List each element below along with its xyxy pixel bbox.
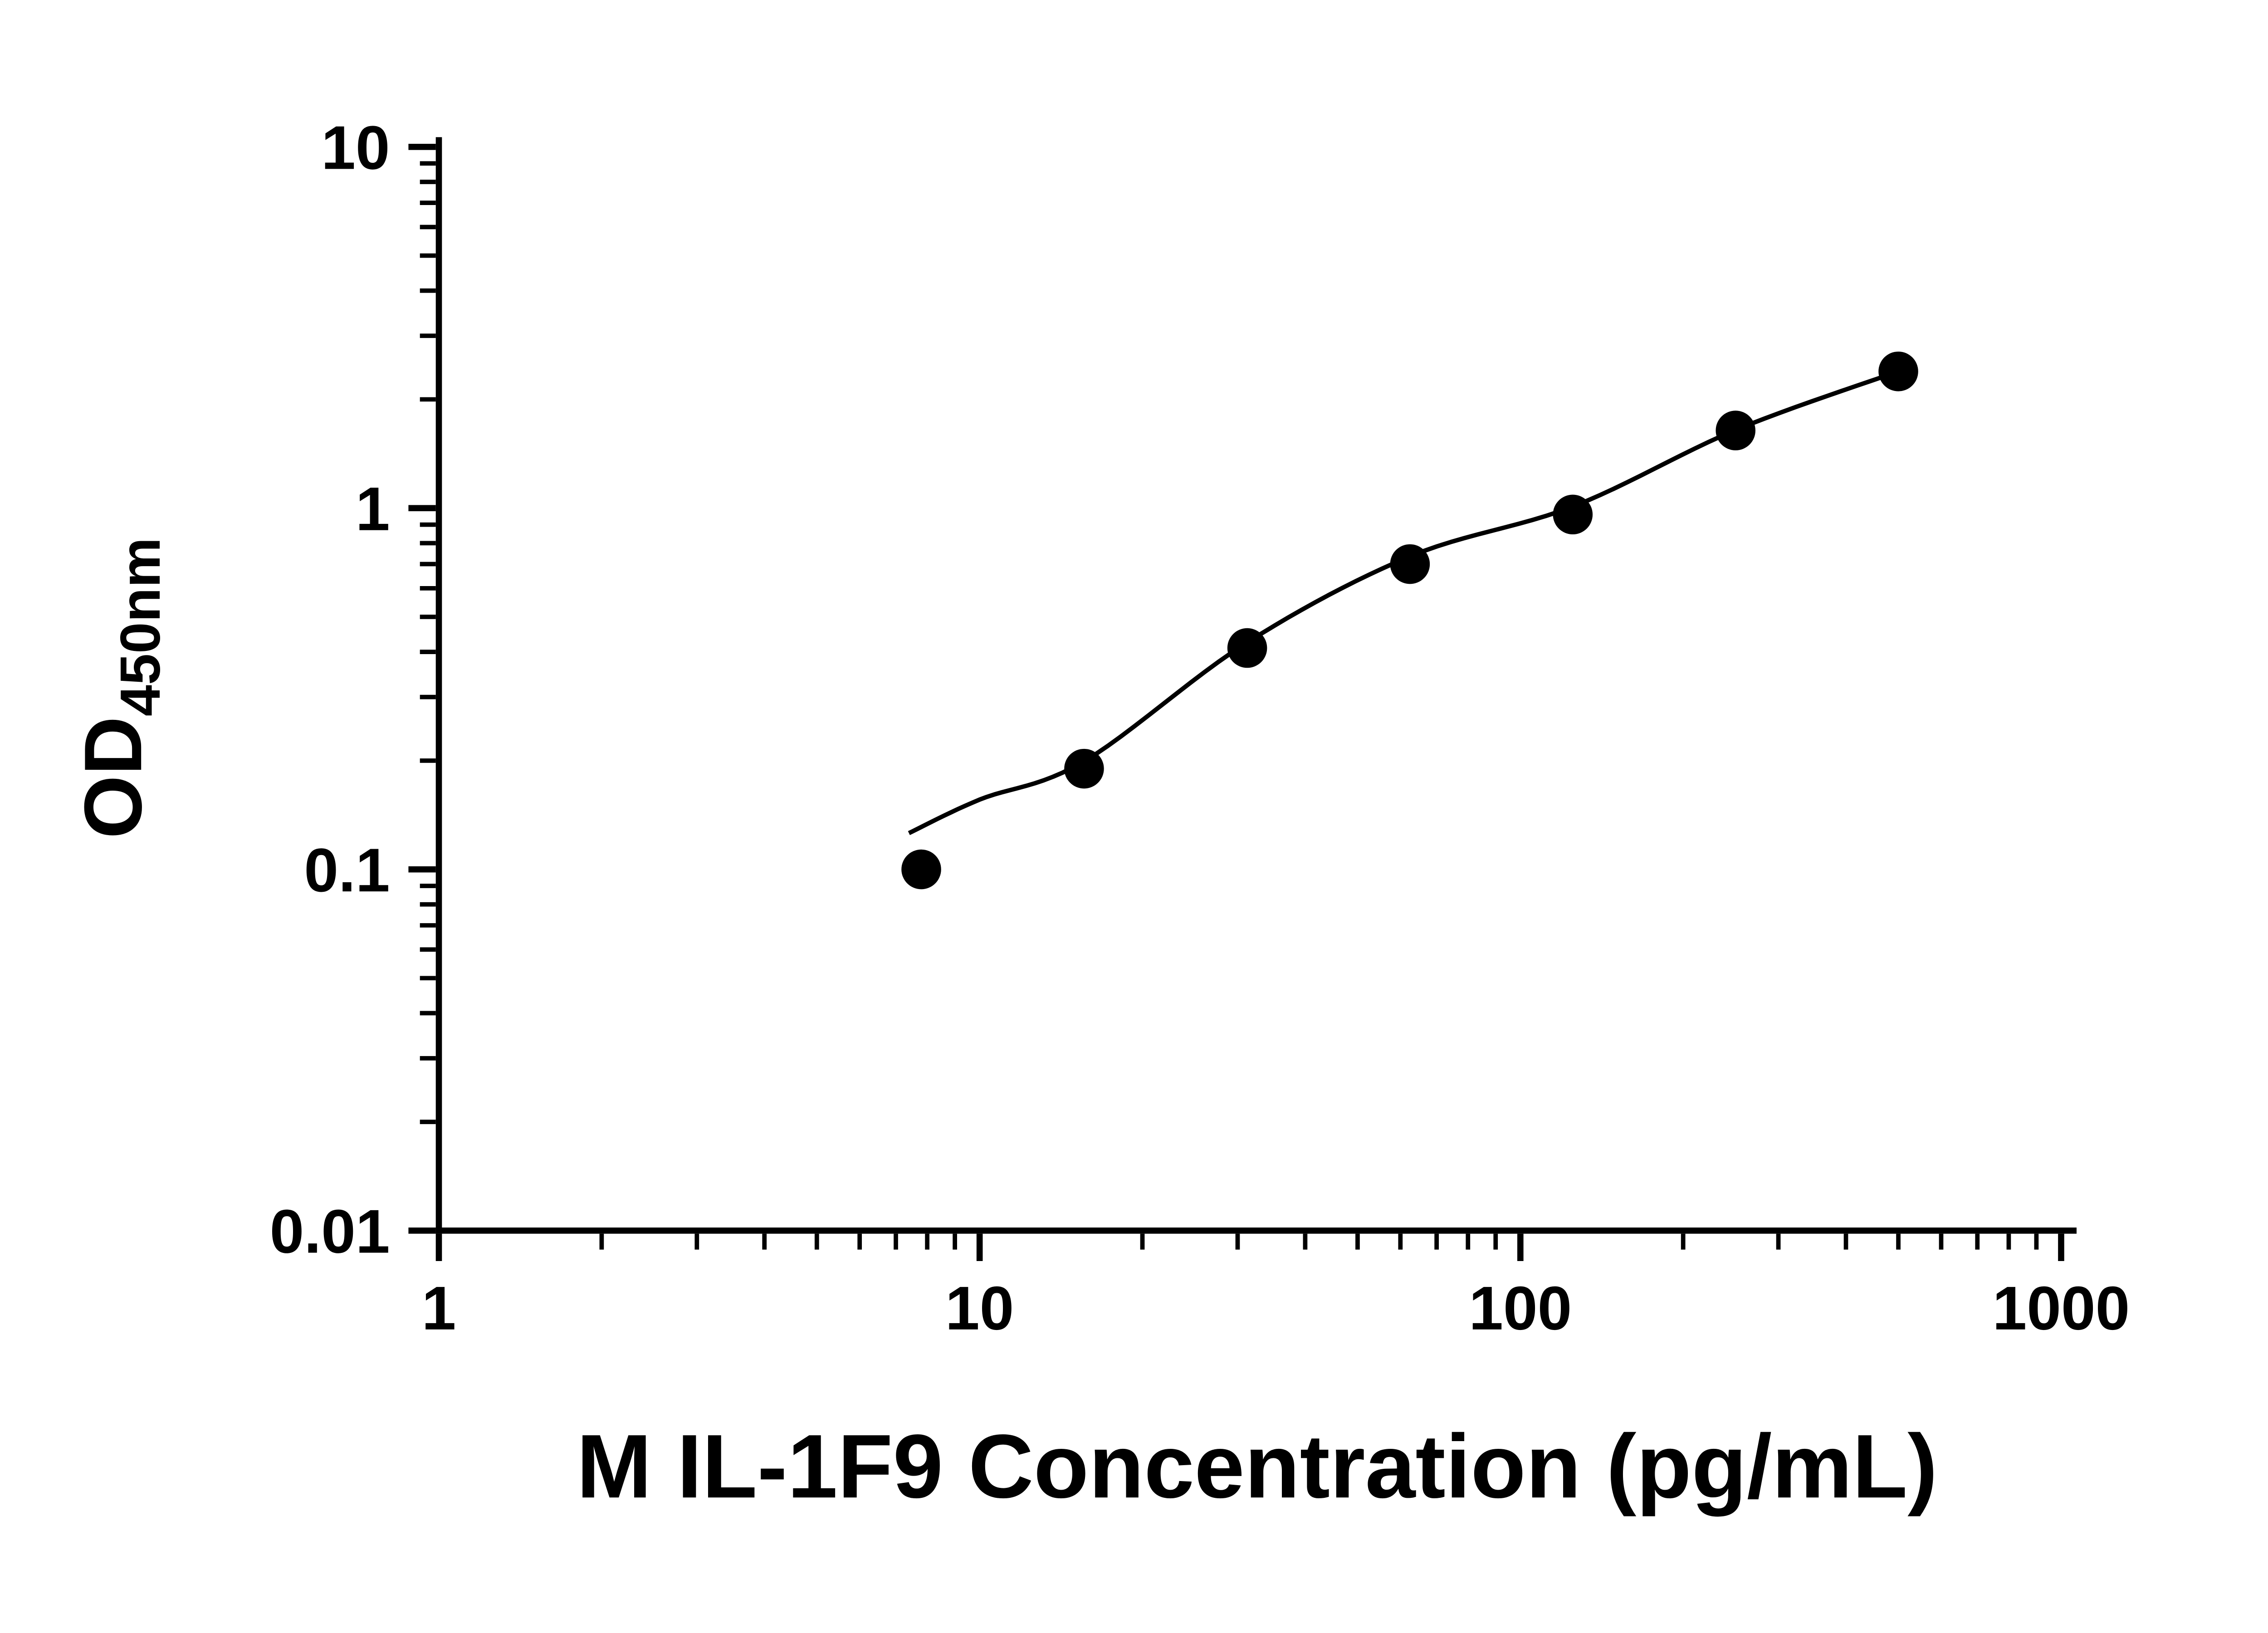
elisa-standard-curve-figure: 1 10 100 1000 10 1 0.1 0.01 M IL-1F9 Concentrat… [68, 113, 2130, 1517]
y-tick-label: 0.1 [304, 836, 390, 905]
x-tick-label: 10 [945, 1274, 1014, 1343]
plot-area: 1 10 100 1000 10 1 0.1 0.01 [270, 113, 2130, 1342]
data-point [1716, 411, 1755, 450]
x-tick-label: 1000 [1993, 1274, 2130, 1343]
x-axis-title: M IL-1F9 Concentration (pg/mL) [577, 1416, 1938, 1517]
x-tick-label: 1 [422, 1274, 456, 1343]
y-tick-label: 10 [321, 113, 390, 182]
data-point [1227, 628, 1267, 668]
chart-canvas: 1 10 100 1000 10 1 0.1 0.01 M IL-1F9 Concentrat… [68, 113, 2130, 1517]
y-axis-title-base: OD [68, 716, 159, 839]
y-axis-title-subscript: 450nm [109, 538, 172, 716]
data-point [901, 849, 941, 890]
y-tick-label: 0.01 [270, 1197, 390, 1266]
y-tick-label: 1 [356, 474, 390, 543]
data-point [1390, 544, 1430, 584]
trend-line [908, 369, 1899, 836]
y-axis-title: OD450nm [68, 538, 172, 839]
data-point [1064, 748, 1104, 789]
data-point [1878, 352, 1918, 391]
x-tick-label: 100 [1469, 1274, 1572, 1343]
data-point [1553, 494, 1593, 535]
